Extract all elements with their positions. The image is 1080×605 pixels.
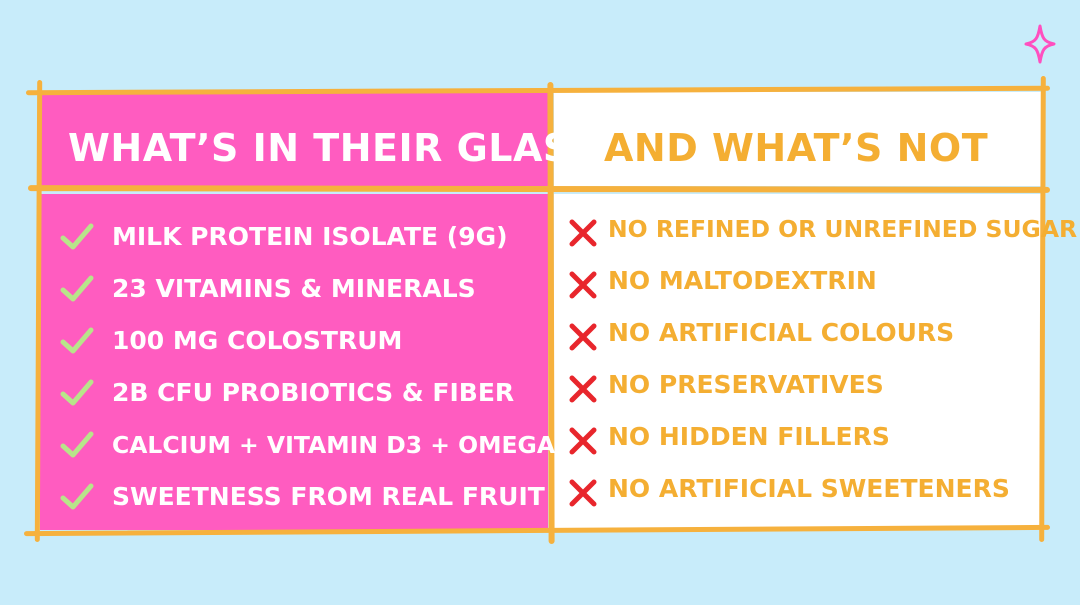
cross-icon xyxy=(569,479,597,507)
check-icon xyxy=(60,327,94,354)
included-item-label: 23 VITAMINS & MINERALS xyxy=(112,274,476,303)
excluded-item-label: NO REFINED OR UNREFINED SUGAR xyxy=(608,215,1078,243)
excluded-item-label: NO PRESERVATIVES xyxy=(608,370,884,399)
excluded-item-label: NO ARTIFICIAL COLOURS xyxy=(608,318,955,347)
heading-whats-in: WHAT’S IN THEIR GLASS xyxy=(68,126,597,170)
excluded-item-label: NO HIDDEN FILLERS xyxy=(608,422,890,451)
included-item-label: SWEETNESS FROM REAL FRUIT xyxy=(112,482,545,511)
cross-icon xyxy=(569,375,597,403)
check-icon xyxy=(60,483,94,510)
check-icon xyxy=(60,379,94,406)
cross-icon xyxy=(569,427,597,455)
sparkle-icon xyxy=(1024,24,1056,64)
heading-whats-not: AND WHAT’S NOT xyxy=(604,126,989,170)
excluded-item-label: NO MALTODEXTRIN xyxy=(608,266,877,295)
grid-line-right xyxy=(1039,75,1046,543)
cross-icon xyxy=(569,323,597,351)
cross-icon xyxy=(569,271,597,299)
cross-icon xyxy=(569,219,597,247)
comparison-table: WHAT’S IN THEIR GLASS AND WHAT’S NOT MIL… xyxy=(23,75,1077,545)
body-right-cell xyxy=(554,194,1042,530)
grid-line-middle xyxy=(27,185,1051,193)
header-right-cell xyxy=(554,92,1042,186)
included-item-label: CALCIUM + VITAMIN D3 + OMEGA 3 xyxy=(112,431,580,459)
check-icon xyxy=(60,223,94,250)
included-item-label: 2B CFU PROBIOTICS & FIBER xyxy=(112,378,515,407)
excluded-item-label: NO ARTIFICIAL SWEETENERS xyxy=(608,474,1010,503)
header-left-cell xyxy=(40,92,548,186)
included-item-label: 100 MG COLOSTRUM xyxy=(112,326,403,355)
included-item-label: MILK PROTEIN ISOLATE (9G) xyxy=(112,222,508,251)
check-icon xyxy=(60,275,94,302)
check-icon xyxy=(60,431,94,458)
body-left-cell xyxy=(40,194,548,530)
